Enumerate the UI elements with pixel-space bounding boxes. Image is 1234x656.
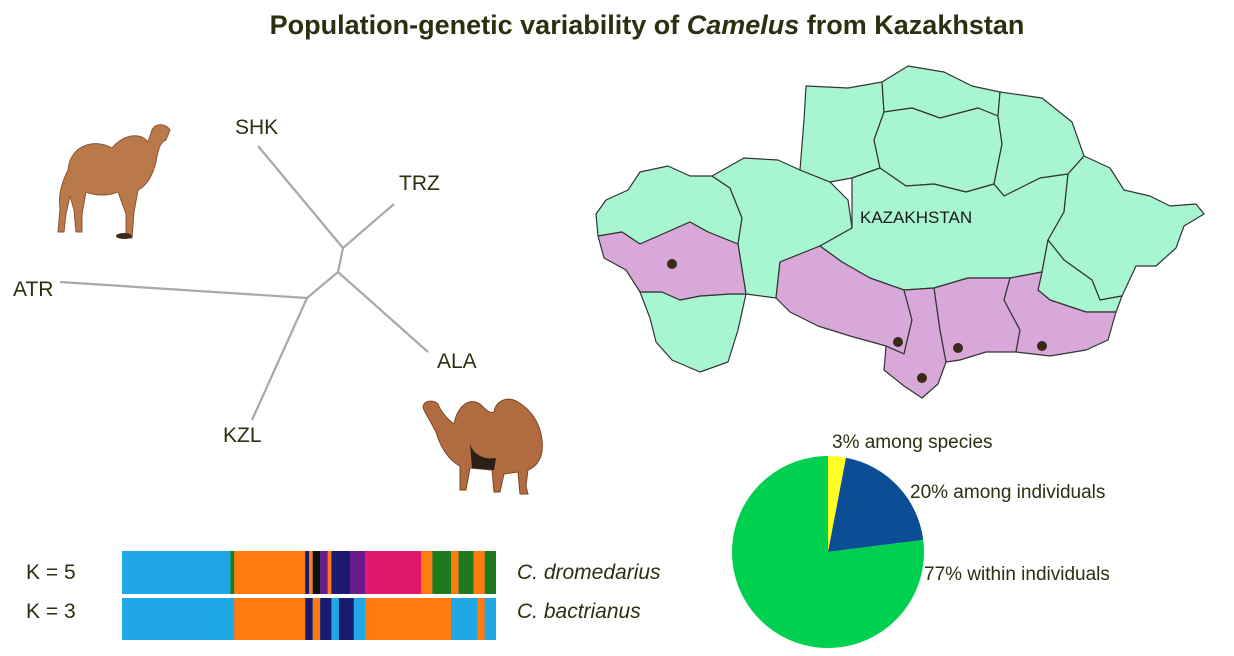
k3-label: K = 3 <box>26 600 76 623</box>
pie-slice-2 <box>732 456 924 648</box>
tree-label-atr: ATR <box>13 278 54 301</box>
branch-internal-1 <box>336 247 345 273</box>
structure-k5-segment <box>234 551 306 594</box>
title-suffix: from Kazakhstan <box>799 10 1025 40</box>
tree-label-shk: SHK <box>235 116 279 139</box>
structure-k5-segment <box>484 551 496 594</box>
structure-k5-segment <box>432 551 452 594</box>
map-country-label: KAZAKHSTAN <box>860 208 973 227</box>
structure-k3-segment <box>365 598 452 640</box>
structure-k3-segment <box>305 598 313 640</box>
structure-k5-segment <box>365 551 422 594</box>
structure-k5-segment <box>458 551 474 594</box>
structure-k3-segment <box>451 598 478 640</box>
structure-k3-segment <box>234 598 306 640</box>
structure-k3-segment <box>484 598 496 640</box>
structure-k5-segment <box>312 551 321 594</box>
pie-label-within-individuals: 77% within individuals <box>924 564 1110 585</box>
species-label-bactrianus: C. bactrianus <box>517 600 641 623</box>
structure-k5-segment <box>421 551 433 594</box>
structure-k5-segment <box>309 551 313 594</box>
branch-ala <box>337 271 429 353</box>
sampling-site-kzl <box>893 337 903 347</box>
structure-k5-segment <box>331 551 351 594</box>
species-label-dromedarius: C. dromedarius <box>517 561 661 584</box>
dromedary-camel-icon <box>57 124 171 239</box>
tree-label-ala: ALA <box>437 350 477 373</box>
sampling-site-shk <box>953 343 963 353</box>
kazakhstan-map <box>595 65 1205 399</box>
sampling-site-trz <box>917 373 927 383</box>
structure-k3-segment <box>477 598 485 640</box>
structure-k3-segment <box>122 598 235 640</box>
map-region-almaty <box>1003 271 1117 357</box>
structure-k5-segment <box>305 551 309 594</box>
structure-k5-segment <box>451 551 459 594</box>
structure-k5-segment <box>473 551 485 594</box>
branch-kzl <box>250 297 309 421</box>
map-region-kostanay <box>799 81 885 183</box>
structure-plot-k3 <box>122 598 496 640</box>
structure-k3-segment <box>320 598 332 640</box>
pie-slice-0 <box>828 456 846 552</box>
structure-k5-segment <box>350 551 366 594</box>
map-region-mangystau <box>639 291 747 373</box>
structure-k5-segment <box>122 551 235 594</box>
tree-label-kzl: KZL <box>223 424 262 447</box>
structure-k3-segment <box>353 598 366 640</box>
title-prefix: Population-genetic variability of <box>269 10 687 40</box>
pie-label-among-individuals: 20% among individuals <box>910 482 1106 503</box>
branch-trz <box>342 203 395 249</box>
pie-slice-1 <box>828 457 924 552</box>
figure-title: Population-genetic variability of Camelu… <box>0 10 1234 41</box>
structure-k5-segment <box>327 551 332 594</box>
amova-pie-chart <box>732 456 924 648</box>
tree-label-trz: TRZ <box>399 172 440 195</box>
structure-k5-segment <box>320 551 328 594</box>
structure-k3-segment <box>312 598 321 640</box>
sampling-site-atr <box>667 259 677 269</box>
phylogenetic-tree <box>59 145 429 421</box>
title-genus: Camelus <box>686 10 800 40</box>
branch-internal-2 <box>306 271 339 299</box>
branch-atr <box>59 280 308 300</box>
pie-label-among-species: 3% among species <box>832 432 993 453</box>
structure-plot-k5 <box>122 551 496 594</box>
structure-k3-segment <box>338 598 354 640</box>
sampling-site-ala <box>1037 341 1047 351</box>
k5-label: K = 5 <box>26 561 76 584</box>
branch-shk <box>257 145 344 249</box>
structure-k3-segment <box>331 598 339 640</box>
bactrian-camel-icon <box>422 398 543 495</box>
